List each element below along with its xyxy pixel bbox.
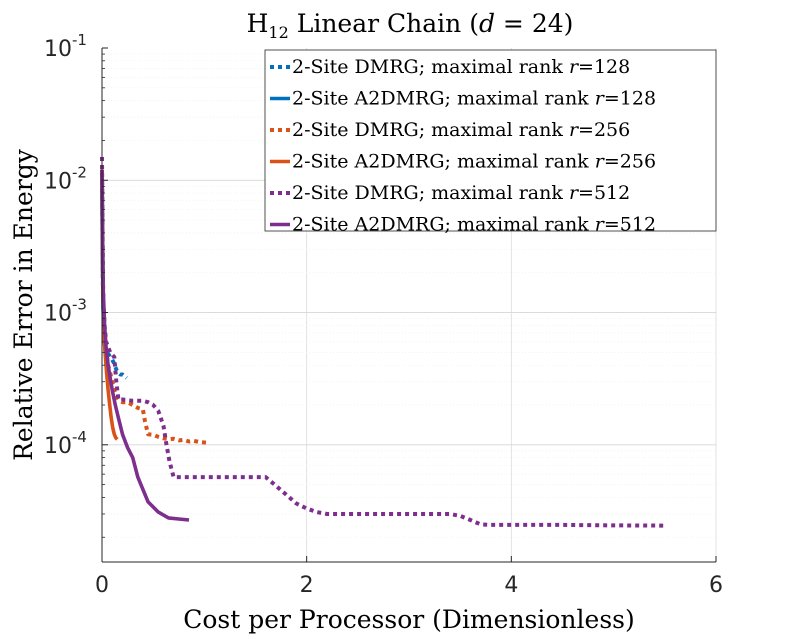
legend-label-var: r bbox=[595, 88, 606, 110]
legend-label-text: 2-Site A2DMRG; maximal rank bbox=[292, 151, 595, 173]
legend-label-value: =512 bbox=[604, 214, 656, 236]
legend-label-1: 2-Site A2DMRG; maximal rank r=128 bbox=[292, 88, 656, 110]
legend-label-3: 2-Site A2DMRG; maximal rank r=256 bbox=[292, 151, 656, 173]
legend-label-var: r bbox=[595, 214, 606, 236]
legend-box bbox=[264, 49, 717, 232]
legend-label-value: =512 bbox=[578, 182, 630, 204]
legend-label-4: 2-Site DMRG; maximal rank r=512 bbox=[292, 182, 630, 204]
legend-label-var: r bbox=[569, 182, 580, 204]
y-tick-exponent: -1 bbox=[72, 31, 87, 49]
legend-label-2: 2-Site DMRG; maximal rank r=256 bbox=[292, 119, 630, 141]
y-tick-exponent: -3 bbox=[72, 296, 87, 314]
legend-label-value: =256 bbox=[578, 119, 630, 141]
y-tick-base: 10 bbox=[44, 37, 72, 62]
y-tick-exponent: -4 bbox=[72, 428, 87, 446]
y-tick-label: 10-3 bbox=[44, 296, 87, 327]
legend-label-text: 2-Site A2DMRG; maximal rank bbox=[292, 214, 595, 236]
y-tick-base: 10 bbox=[44, 169, 72, 194]
legend-label-text: 2-Site A2DMRG; maximal rank bbox=[292, 88, 595, 110]
legend-label-5: 2-Site A2DMRG; maximal rank r=512 bbox=[292, 214, 656, 236]
axis-ticks: 0 2 4 610-110-210-310-4 bbox=[44, 31, 723, 598]
series-line-4 bbox=[100, 156, 665, 528]
legend-label-0: 2-Site DMRG; maximal rank r=128 bbox=[292, 56, 630, 78]
y-tick-label: 10-2 bbox=[44, 163, 87, 194]
legend-label-value: =128 bbox=[604, 88, 656, 110]
y-axis-label: Relative Error in Energy bbox=[9, 148, 38, 461]
legend-label-text: 2-Site DMRG; maximal rank bbox=[292, 56, 569, 78]
series-line-0 bbox=[100, 169, 128, 380]
y-tick-exponent: -2 bbox=[72, 163, 87, 181]
legend-label-var: r bbox=[569, 119, 580, 141]
x-tick-label: 0 bbox=[95, 573, 109, 598]
legend-label-var: r bbox=[569, 56, 580, 78]
legend-label-text: 2-Site DMRG; maximal rank bbox=[292, 119, 569, 141]
chart-title: H12 Linear Chain (d = 24) bbox=[247, 9, 574, 42]
y-tick-base: 10 bbox=[44, 302, 72, 327]
legend-label-value: =128 bbox=[578, 56, 630, 78]
legend-label-var: r bbox=[595, 151, 606, 173]
x-tick-label: 6 bbox=[709, 573, 723, 598]
x-tick-label: 2 bbox=[300, 573, 314, 598]
y-tick-label: 10-4 bbox=[44, 428, 87, 459]
x-axis-label: Cost per Processor (Dimensionless) bbox=[183, 605, 635, 634]
series-lines bbox=[100, 156, 665, 528]
y-tick-base: 10 bbox=[44, 434, 72, 459]
x-tick-label: 4 bbox=[504, 573, 518, 598]
legend-label-value: =256 bbox=[604, 151, 656, 173]
legend-label-text: 2-Site DMRG; maximal rank bbox=[292, 182, 569, 204]
y-tick-label: 10-1 bbox=[44, 31, 87, 62]
